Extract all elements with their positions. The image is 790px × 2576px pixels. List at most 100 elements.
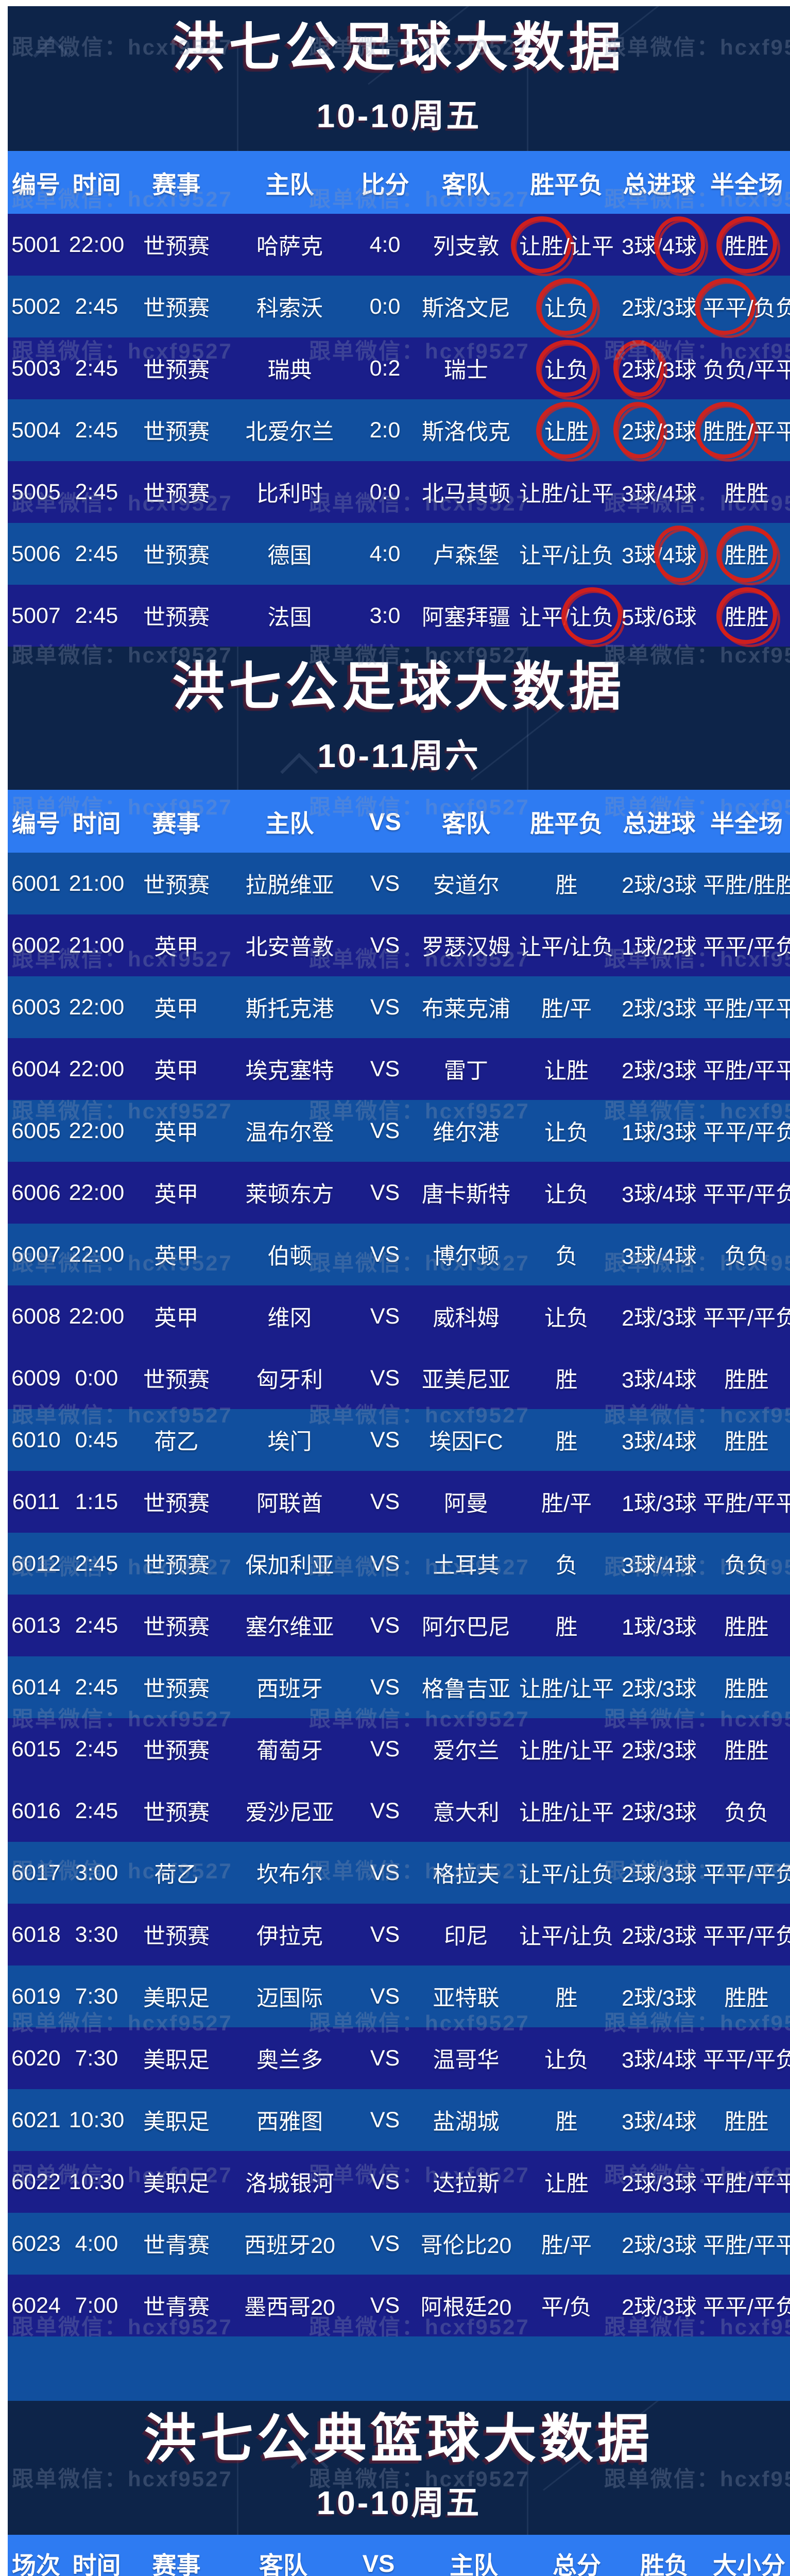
prediction-cell: 胜胜 (703, 229, 790, 261)
prediction-text: / (656, 296, 662, 321)
prediction-text: 胜胜 (724, 1368, 769, 1393)
table-cell: 德国 (267, 544, 312, 568)
table-cell: 瑞典 (267, 358, 312, 383)
table-cell: 22:00 (68, 232, 125, 257)
prediction-cell: 平平/平负 (703, 1919, 790, 1951)
prediction-cell: 胜胜 (703, 1362, 790, 1394)
table-cell: VS (370, 1860, 400, 1885)
table-cell: VS (370, 1613, 400, 1638)
prediction-cell: 2球/3球 (615, 1919, 703, 1951)
table-cell: 罗瑟汉姆 (422, 935, 510, 960)
table-cell: 2:45 (75, 1798, 118, 1823)
prediction-text: 胜 (555, 2110, 578, 2134)
prediction-text: / (563, 1862, 570, 1887)
prediction-text: / (656, 1615, 662, 1640)
column-header: 时间 (72, 809, 121, 837)
prediction-text: 3球 (622, 2048, 657, 2073)
table-cell: 哥伦比20 (420, 2233, 512, 2258)
prediction-text: / (747, 1182, 753, 1207)
table-row: 5004 2:45 世预赛 北爱尔兰 2:0 斯洛伐克 让胜 2球/3球 胜胜/平平 (8, 399, 790, 461)
prediction-text: 让胜 (544, 2172, 589, 2196)
prediction-text: 4球 (662, 482, 697, 506)
prediction-text: 2球 (622, 2295, 657, 2320)
prediction-text: / (747, 2048, 753, 2073)
table-cell: 北爱尔兰 (245, 420, 334, 445)
prediction-text: 负负 (703, 358, 747, 383)
table-cell: 5005 (11, 479, 61, 504)
prediction-cell: 让胜/让平 (518, 229, 615, 261)
table-cell: 6011 (12, 1489, 60, 1514)
prediction-cell: 平平/平负 (703, 1300, 790, 1332)
column-header: 主队 (450, 2551, 498, 2576)
table-row: 6014 2:45 世预赛 西班牙 VS 格鲁吉亚 让胜/让平 2球/3球 胜胜 (8, 1656, 790, 1718)
prediction-text: 2球 (622, 1986, 657, 2011)
section-football-friday: 洪七公足球大数据 10-10周五 编号 时间 赛事 主队 比分 客队 胜平负 总进球 半全场 5… (8, 6, 790, 647)
prediction-text: 3球 (622, 1368, 657, 1393)
prediction-text: / (747, 1924, 753, 1949)
prediction-text: 胜 (555, 1986, 578, 2011)
prediction-text: 3球 (662, 1059, 697, 1083)
table-cell: 美职足 (143, 2110, 210, 2134)
prediction-text: 胜胜 (724, 1986, 769, 2011)
red-circle-mark: 平平 (703, 291, 747, 323)
prediction-text: 让平 (569, 1677, 614, 1702)
table-cell: 阿尔巴尼 (422, 1615, 510, 1640)
table-row: 5007 2:45 世预赛 法国 3:0 阿塞拜疆 让平/让负 5球/6球 胜胜 (8, 585, 790, 647)
prediction-text: / (656, 1553, 662, 1578)
table-cell: 阿联酋 (256, 1492, 323, 1516)
prediction-text: 1球 (622, 1492, 657, 1516)
table-row: 6002 21:00 英甲 北安普敦 VS 罗瑟汉姆 让平/让负 1球/2球 平平/平负 (8, 914, 790, 976)
section-title-block: 洪七公典篮球大数据 10-10周五 (8, 2401, 790, 2535)
prediction-text: 3球 (622, 1553, 657, 1578)
prediction-text: / (747, 2233, 753, 2258)
prediction-text: 平胜 (703, 1492, 747, 1516)
prediction-cell: 负负/平平 (703, 352, 790, 384)
table-cell: 拉脱维亚 (245, 873, 334, 898)
prediction-text: / (656, 2295, 662, 2320)
column-header: 赛事 (152, 171, 201, 198)
column-header: 客队 (259, 2551, 307, 2576)
table-cell: 西班牙 (256, 1677, 323, 1702)
table-cell: VS (370, 1922, 400, 1947)
column-header: 编号 (12, 171, 60, 198)
table-cell: 法国 (267, 605, 312, 630)
table-cell: 世预赛 (143, 1801, 210, 1825)
table-cell: 卢森堡 (433, 544, 500, 568)
table-cell: 格拉夫 (433, 1862, 500, 1887)
prediction-text: 胜 (555, 1615, 578, 1640)
prediction-text: / (656, 420, 662, 445)
prediction-text: 4球 (662, 1368, 697, 1393)
column-header: 时间 (72, 171, 121, 198)
prediction-text: 平负 (753, 2295, 790, 2320)
table-cell: 0:0 (369, 294, 401, 319)
table-cell: 世预赛 (143, 296, 210, 321)
prediction-cell: 平平/平负 (703, 929, 790, 961)
prediction-text: 平胜 (703, 997, 747, 1022)
table-cell: 美职足 (143, 2048, 210, 2073)
prediction-text: 平平 (753, 1492, 790, 1516)
prediction-text: 3球 (662, 1862, 697, 1887)
prediction-text: / (747, 2295, 753, 2320)
prediction-text: 5球 (622, 605, 657, 630)
table-cell: 世预赛 (143, 1677, 210, 1702)
prediction-text: 胜胜 (724, 1430, 769, 1454)
prediction-text: 平胜 (703, 2233, 747, 2258)
section-title: 洪七公典篮球大数据 (144, 2410, 654, 2469)
prediction-cell: 让平/让负 (518, 600, 615, 632)
prediction-cell: 胜胜 (703, 1733, 790, 1765)
table-cell: 布莱克浦 (422, 997, 510, 1022)
red-circle-mark: 让负 (544, 352, 589, 384)
table-cell: 6020 (11, 2045, 61, 2071)
table-cell: 世预赛 (143, 873, 210, 898)
table-cell: 世预赛 (143, 1739, 210, 1764)
prediction-text: 让平 (519, 935, 564, 960)
prediction-cell: 5球/6球 (615, 600, 703, 632)
table-cell: 温哥华 (433, 2048, 500, 2073)
column-header: 主队 (265, 171, 314, 198)
prediction-cell: 胜胜 (703, 538, 790, 570)
table-cell: 格鲁吉亚 (422, 1677, 510, 1702)
prediction-cell: 胜 (518, 1609, 615, 1641)
prediction-text: / (656, 1306, 662, 1331)
prediction-cell: 胜/平 (518, 991, 615, 1023)
